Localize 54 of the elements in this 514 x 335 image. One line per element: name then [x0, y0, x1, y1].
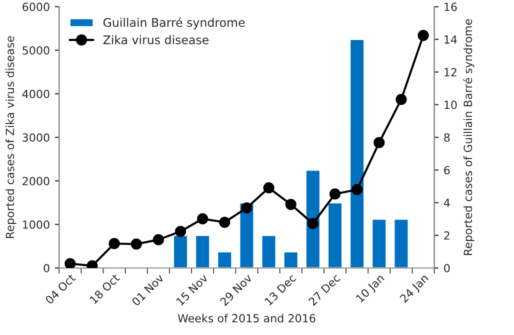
bar: [216, 250, 233, 268]
y2-tick-label: 16: [444, 2, 457, 12]
point: [197, 213, 208, 224]
bar: [327, 202, 343, 268]
point: [396, 94, 407, 106]
bar: [305, 169, 321, 268]
y-tick-label: 1000: [23, 220, 50, 229]
x-tick-label: 24 Jan: [399, 274, 430, 304]
y2-tick-label: 2: [444, 231, 450, 240]
bar: [393, 218, 410, 268]
bar: [172, 234, 188, 268]
point: [352, 184, 363, 196]
legend-label: Guillain Barré syndrome: [103, 17, 245, 30]
x-tick-label: 13 Dec: [264, 273, 296, 306]
y2-tick-label: 4: [444, 198, 450, 207]
y2-tick-label: 0: [444, 264, 450, 272]
point: [219, 216, 230, 228]
y2-tick-label: 10: [444, 100, 457, 110]
y2-tick-label: 14: [444, 35, 457, 44]
y2-tick-label: 12: [444, 68, 456, 76]
x-tick-label: 27 Dec: [308, 273, 341, 306]
x-tick-label: 18 Oct: [89, 273, 120, 304]
point: [130, 238, 142, 250]
point: [64, 258, 76, 268]
point: [307, 218, 318, 230]
y-tick-label: 3000: [22, 133, 50, 142]
bar: [349, 38, 365, 268]
point: [374, 137, 385, 148]
point: [263, 182, 274, 194]
bar: [371, 218, 388, 268]
point: [108, 238, 120, 250]
point: [285, 198, 296, 210]
y-tick-label: 4000: [22, 90, 50, 98]
bar: [282, 250, 299, 268]
y-tick-label: 0: [44, 264, 50, 272]
x-tick-label: 15 Nov: [176, 273, 208, 306]
bar: [260, 234, 277, 268]
bar: [194, 234, 210, 268]
x-tick-label: 04 Oct: [44, 273, 76, 305]
point: [241, 202, 252, 214]
legend-label: Zika virus disease: [103, 35, 208, 44]
point: [174, 226, 186, 237]
point: [152, 234, 164, 246]
y-tick-label: 5000: [22, 46, 50, 55]
y-tick-label: 6000: [22, 2, 50, 12]
point: [418, 30, 429, 41]
x-axis-title: Weeks of 2015 and 2016: [178, 314, 316, 322]
point: [329, 188, 341, 200]
x-tick-label: 10 Jan: [356, 274, 386, 304]
y-axis-title: Reported cases of Zika virus disease: [5, 36, 16, 238]
y-tick-label: 2000: [22, 176, 50, 186]
y2-tick-label: 8: [444, 133, 450, 142]
y2-tick-label: 6: [444, 166, 450, 174]
y2-axis-title: Reported cases of Guillain Barré syndrome: [463, 19, 474, 255]
